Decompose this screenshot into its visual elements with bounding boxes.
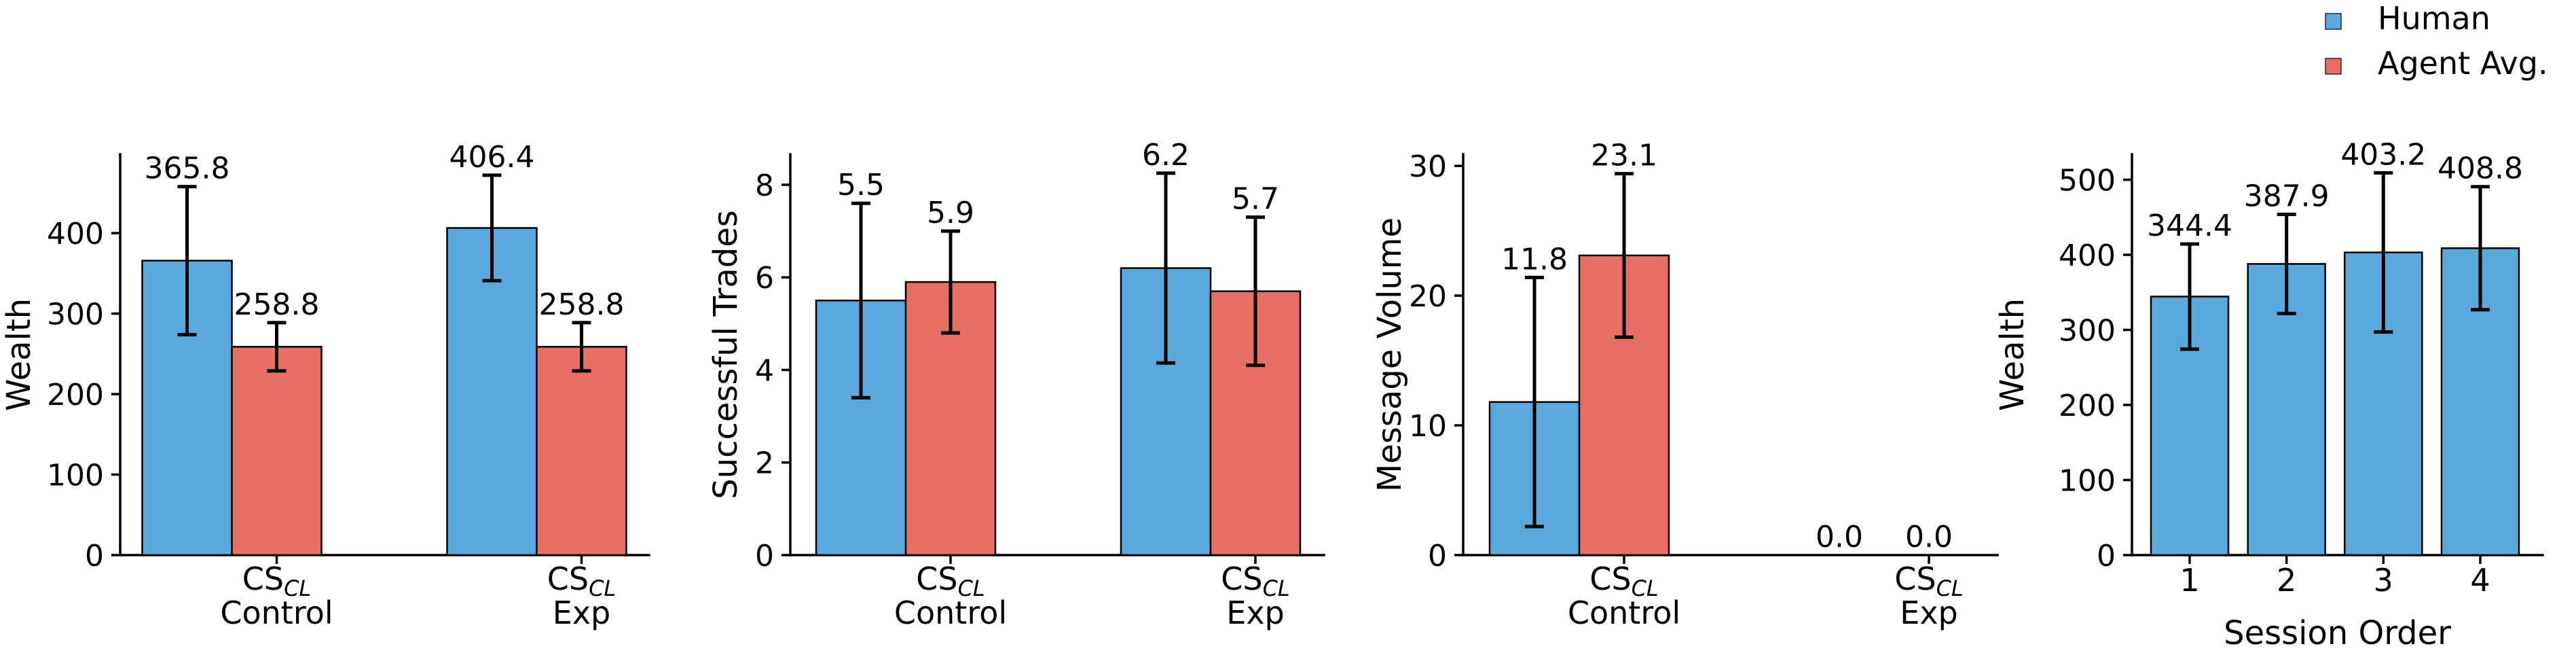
y-tick-label: 20 [1409,279,1447,314]
x-tick-label-line2: Exp [553,594,611,631]
bar-value-label: 387.9 [2244,179,2330,214]
x-tick-label-line1: CSCL [242,561,312,601]
y-tick-label: 400 [2059,238,2116,273]
y-tick-label: 500 [2059,164,2116,198]
bar-value-label: 258.8 [234,287,320,322]
bar-value-label: 365.8 [145,152,230,186]
y-tick-label: 30 [1409,149,1447,184]
bar-value-label: 344.4 [2147,209,2232,243]
bar-value-label: 6.2 [1142,138,1190,173]
y-tick-label: 100 [2059,464,2116,499]
x-tick-label-line1: CSCL [1894,561,1964,601]
error-bar [2374,171,2393,334]
y-axis-label: Wealth [1993,298,2031,411]
y-tick-label: 4 [755,353,774,388]
x-tick-label-line1: CSCL [1589,561,1659,601]
y-tick-label: 6 [755,261,774,296]
bar-value-label: 23.1 [1591,139,1657,173]
x-tick-label-line1: CSCL [1221,561,1290,601]
bar-value-label: 408.8 [2437,152,2523,186]
bar-value-label: 403.2 [2340,137,2426,172]
x-tick-label-line1: CSCL [916,561,985,601]
y-axis-label: Wealth [0,298,38,411]
legend-label-human: Human [2378,0,2490,37]
y-tick-label: 200 [2059,389,2116,423]
y-tick-label: 400 [47,217,104,251]
x-tick-label-line2: Control [220,594,333,631]
bar-value-label: 0.0 [1905,520,1953,554]
subplot-4: 0 100 200 300 400 500 1 2 3 4 344.4 387.9 403.2 408.8… [1993,137,2544,652]
x-tick-label: 4 [2470,562,2490,599]
x-tick-label-line2: Control [1568,594,1680,631]
error-bar [572,321,591,373]
x-tick-label-line2: Control [894,594,1007,631]
error-bar [2277,213,2296,315]
bar-value-label: 5.7 [1232,182,1279,217]
error-bar [2471,185,2490,312]
error-bar [482,173,502,283]
y-tick-label: 300 [47,298,104,332]
bar-agent-g2 [536,346,627,556]
x-tick-label-line1: CSCL [547,561,617,601]
y-axis-label: Successful Trades [707,210,745,499]
x-tick-label-line2: Exp [1226,594,1285,631]
bar-value-label: 258.8 [539,287,625,322]
y-tick-label: 200 [47,378,104,412]
bar-value-label: 11.8 [1501,242,1568,277]
y-tick-label: 10 [1409,409,1447,444]
x-axis-label: Session Order [2224,614,2451,652]
bar-value-label: 5.5 [837,168,885,202]
bar-value-label: 406.4 [449,140,535,175]
error-bar [941,229,960,335]
bar-agent-g1 [231,346,323,556]
y-tick-label: 0 [85,539,104,573]
y-axis-label: Message Volume [1371,217,1409,492]
y-tick-label: 100 [47,459,104,493]
y-tick-label: 2 [755,446,774,481]
error-bar [851,201,870,399]
y-tick-label: 0 [1428,539,1447,573]
error-bar [1246,215,1265,368]
error-bar [1156,171,1175,365]
error-bar [267,321,287,373]
y-tick-label: 0 [2097,539,2116,573]
legend-swatch-agent [2325,58,2342,75]
error-bar [1525,275,1544,529]
legend-label-agent: Agent Avg. [2378,45,2548,82]
bar-value-label: 0.0 [1816,520,1863,554]
x-tick-label: 1 [2179,562,2199,599]
legend-swatch-human [2325,13,2342,30]
error-bar [2180,242,2199,351]
y-tick-label: 0 [755,539,774,573]
y-tick-label: 300 [2059,314,2116,349]
error-bar [177,185,197,337]
legend: Human Agent Avg. [2325,0,2548,82]
x-tick-label: 3 [2374,562,2393,599]
subplot-3: 0102030CSCLControlCSCLExp11.80.023.10.0M… [1371,139,1999,631]
y-tick-label: 8 [755,168,774,203]
bar-human-g2 [446,227,538,556]
error-bar [1615,172,1634,339]
x-tick-label: 2 [2277,562,2296,599]
bar-value-label: 5.9 [927,196,974,230]
x-tick-label-line2: Exp [1900,594,1958,631]
